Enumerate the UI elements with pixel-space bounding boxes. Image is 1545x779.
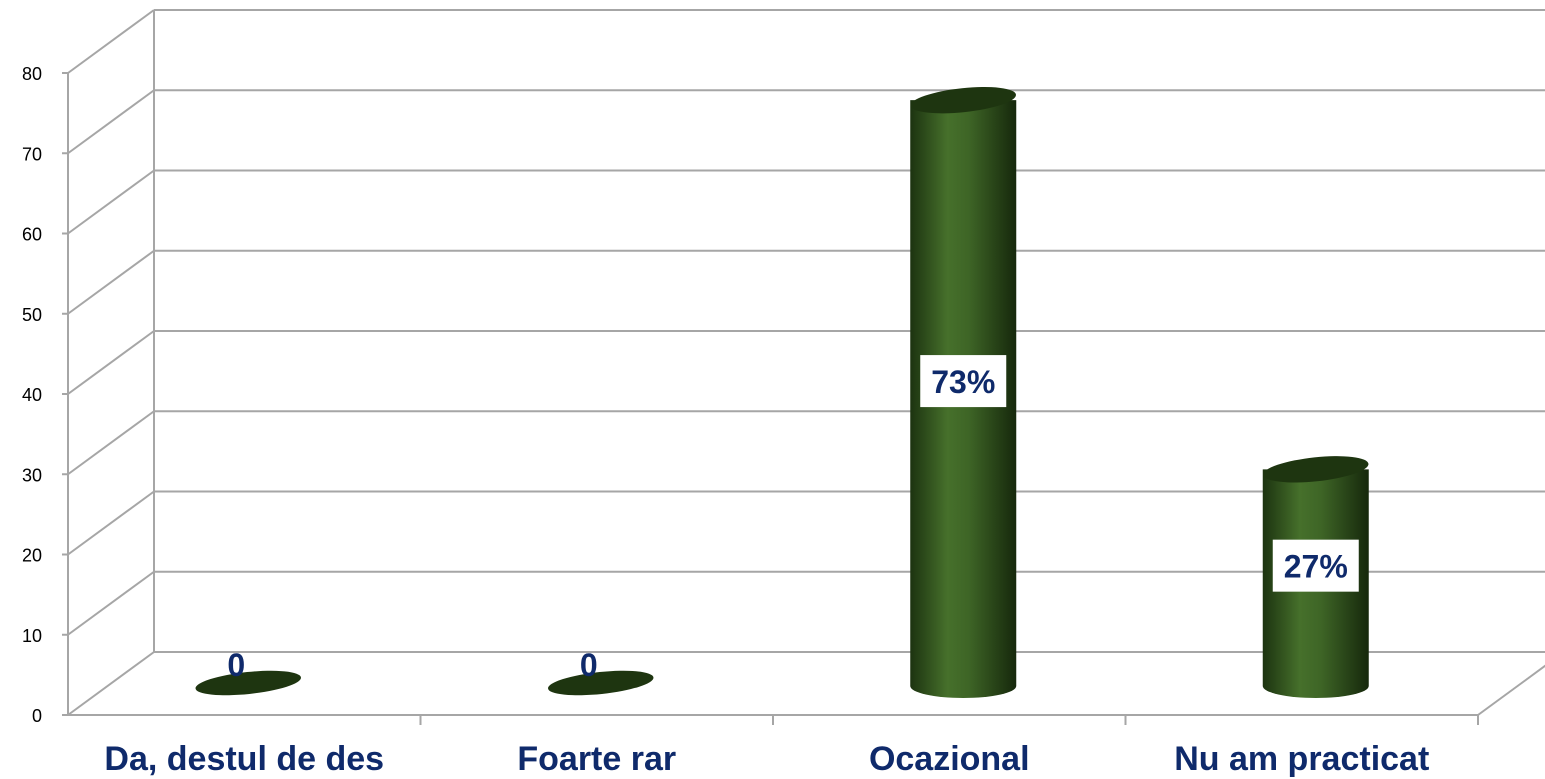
axes: 0 10 20 30 40 50 60 70 80 <box>22 64 1479 726</box>
category-label-1: Foarte rar <box>517 740 676 778</box>
y-tick-label: 10 <box>22 626 42 646</box>
data-labels: 0 0 73% 27% <box>227 355 1359 683</box>
y-tick-label: 80 <box>22 64 42 84</box>
y-tick-label: 40 <box>22 385 42 405</box>
category-label-2: Ocazional <box>869 740 1030 778</box>
data-label-box-2 <box>920 355 1007 408</box>
bar-top-2 <box>910 87 1016 114</box>
y-tick-label: 0 <box>32 706 42 726</box>
data-label-box-3 <box>1272 539 1359 592</box>
bar-1 <box>548 670 654 696</box>
data-label-3: 27% <box>1284 549 1348 585</box>
gridline-side <box>67 169 155 235</box>
gridline-side <box>67 490 155 556</box>
gridlines <box>67 9 1545 716</box>
gridline-side <box>67 330 155 395</box>
bars <box>195 87 1369 699</box>
bar-top-3 <box>1263 456 1369 483</box>
floor-edge <box>1477 664 1545 716</box>
y-tick-label: 30 <box>22 465 42 485</box>
category-label-0: Da, destul de des <box>104 740 384 778</box>
y-tick-label: 20 <box>22 546 42 566</box>
gridline-side <box>67 9 155 74</box>
y-tick-label: 60 <box>22 225 42 245</box>
data-label-0: 0 <box>227 647 245 683</box>
gridline-side <box>67 651 155 716</box>
gridline-side <box>67 410 155 476</box>
gridline-side <box>67 570 155 636</box>
y-tick-label: 70 <box>22 144 42 164</box>
data-label-1: 0 <box>580 647 598 683</box>
category-labels: Da, destul de des Foarte rar Ocazional Nu a… <box>104 740 1429 778</box>
category-label-3: Nu am practicat <box>1174 740 1429 778</box>
data-label-2: 73% <box>931 364 995 400</box>
gridline-side <box>67 89 155 155</box>
gridline-side <box>67 249 155 315</box>
bar-0 <box>195 670 301 696</box>
y-tick-label: 50 <box>22 305 42 325</box>
